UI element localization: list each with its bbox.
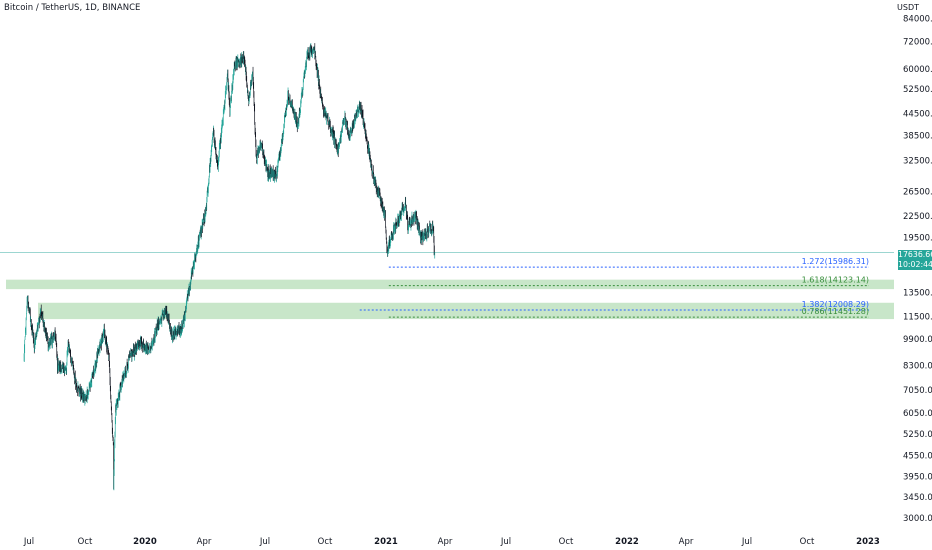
y-tick-label: 13500.00: [903, 288, 932, 298]
x-tick-label: Jul: [259, 537, 270, 547]
y-tick-label: 6050.00: [903, 409, 932, 419]
y-tick-label: 4550.00: [903, 451, 932, 461]
price-unit-label: USDT: [897, 3, 919, 12]
x-tick-label: Jul: [500, 537, 511, 547]
x-tick-label: Jul: [741, 537, 752, 547]
time-axis[interactable]: Jul Oct 2020 Apr Jul Oct 2021 Apr Jul Oct 2022 Apr J…: [23, 537, 880, 547]
x-tick-label: Oct: [800, 537, 815, 547]
y-tick-label: 5250.00: [903, 430, 932, 440]
y-tick-label: 19500.00: [903, 233, 932, 243]
y-tick-label: 11500.00: [903, 312, 932, 322]
y-tick-label: 52500.00: [903, 85, 932, 95]
last-price-value: 17636.66: [898, 250, 932, 260]
y-tick-label: 60000.00: [903, 65, 932, 75]
x-tick-label: Apr: [197, 537, 212, 547]
y-tick-label: 38500.00: [903, 131, 932, 141]
fib-extension-levels: 1.272(15986.31) 1.618(14123.14) 1.382(1200…: [359, 257, 869, 318]
x-tick-label: Oct: [318, 537, 333, 547]
fib-level-label: 1.618(14123.14): [802, 276, 869, 285]
x-tick-label: Apr: [438, 537, 453, 547]
y-tick-label: 9900.00: [903, 335, 932, 345]
support-zone: [38, 302, 894, 320]
support-zones: [6, 279, 894, 320]
x-tick-label: Jul: [23, 537, 34, 547]
y-tick-label: 7050.00: [903, 386, 932, 396]
price-axis[interactable]: 84000.00 72000.00 60000.00 52500.00 44500.00…: [903, 14, 932, 524]
y-tick-label: 22500.00: [903, 212, 932, 222]
x-tick-label: Apr: [679, 537, 694, 547]
bar-countdown: 10:02:44: [898, 260, 932, 270]
y-tick-label: 3950.00: [903, 473, 932, 483]
x-tick-label: Oct: [78, 537, 93, 547]
y-tick-label: 32500.00: [903, 157, 932, 167]
x-tick-label: 2022: [615, 537, 639, 547]
y-tick-label: 26500.00: [903, 187, 932, 197]
y-tick-label: 44500.00: [903, 110, 932, 120]
x-tick-label: 2020: [133, 537, 157, 547]
y-tick-label: 3000.00: [903, 514, 932, 524]
y-tick-label: 72000.00: [903, 37, 932, 47]
x-tick-label: 2021: [374, 537, 398, 547]
x-tick-label: 2023: [856, 537, 880, 547]
last-price-tag: 17636.66 10:02:44: [898, 250, 932, 271]
x-tick-label: Oct: [559, 537, 574, 547]
support-zone: [6, 279, 894, 290]
fib-level-label: 0.786(11451.28): [802, 307, 869, 316]
chart-title: Bitcoin / TetherUS, 1D, BINANCE: [4, 3, 141, 13]
y-tick-label: 8300.00: [903, 361, 932, 371]
price-candles: [23, 42, 436, 491]
y-tick-label: 84000.00: [903, 14, 932, 24]
fib-level-label: 1.272(15986.31): [802, 257, 869, 266]
fib-level-label: 1.382(12008.29): [802, 300, 869, 309]
y-tick-label: 3450.00: [903, 493, 932, 503]
